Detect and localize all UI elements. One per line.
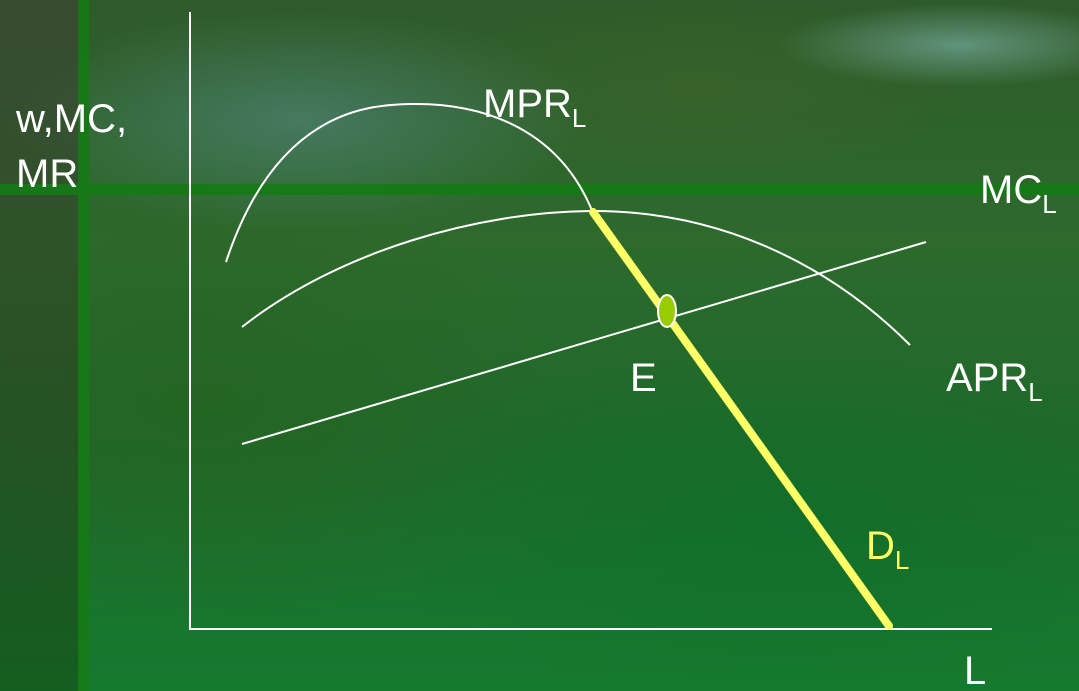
vertical-green-stripe <box>78 0 89 691</box>
y-axis-label-line2: MR <box>16 152 79 196</box>
horizontal-green-stripe <box>0 184 1079 195</box>
demand-label-main: D <box>866 524 895 568</box>
mc-label: MCL <box>980 168 1057 217</box>
mpr-label: MPRL <box>483 82 586 131</box>
demand-curve <box>589 208 893 630</box>
equilibrium-label: E <box>630 356 657 400</box>
mpr-label-main: MPR <box>483 82 572 126</box>
apr-label: APRL <box>946 356 1043 405</box>
y-axis-label: w,MC, MR <box>16 92 127 202</box>
demand-label: DL <box>866 524 909 573</box>
mc-label-sub: L <box>1042 189 1057 219</box>
apr-label-main: APR <box>946 356 1029 400</box>
apr-label-sub: L <box>1028 377 1043 407</box>
equilibrium-point <box>657 294 677 328</box>
mpr-curve <box>225 102 594 263</box>
mpr-label-sub: L <box>571 103 587 133</box>
left-panel-strip <box>0 0 78 691</box>
mc-label-main: MC <box>980 168 1043 212</box>
demand-label-sub: L <box>894 545 910 575</box>
mc-curve <box>241 241 927 445</box>
x-axis-label: L <box>964 649 987 691</box>
y-axis-label-line1: w,MC, <box>16 97 128 141</box>
apr-curve <box>241 209 911 346</box>
